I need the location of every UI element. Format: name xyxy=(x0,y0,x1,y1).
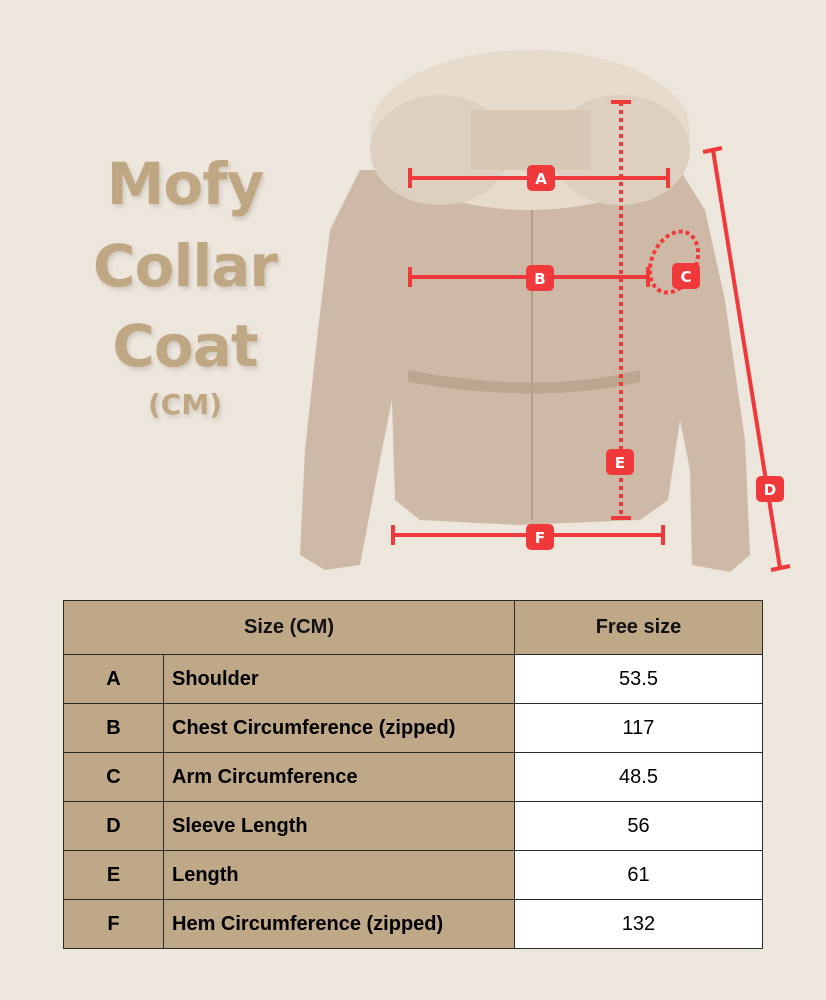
row-value: 48.5 xyxy=(514,752,763,802)
label-a: A xyxy=(535,170,547,188)
label-d: D xyxy=(764,481,776,499)
row-value: 132 xyxy=(514,899,763,949)
size-table: Size (CM) Free size A Shoulder 53.5 B Chest… xyxy=(63,600,763,949)
label-f: F xyxy=(535,529,545,547)
table-row: A Shoulder 53.5 xyxy=(63,654,763,704)
row-key: A xyxy=(63,654,164,704)
title-line-2: Collar xyxy=(93,232,278,300)
row-name: Shoulder xyxy=(163,654,515,704)
row-value: 117 xyxy=(514,703,763,753)
row-value: 61 xyxy=(514,850,763,900)
header-free-size: Free size xyxy=(514,600,763,655)
table-row: F Hem Circumference (zipped) 132 xyxy=(63,899,763,949)
label-c: C xyxy=(680,268,691,286)
row-name: Hem Circumference (zipped) xyxy=(163,899,515,949)
coat-image xyxy=(300,50,750,572)
row-name: Sleeve Length xyxy=(163,801,515,851)
row-key: F xyxy=(63,899,164,949)
title-line-1: Mofy xyxy=(106,150,265,218)
table-row: E Length 61 xyxy=(63,850,763,900)
row-name: Length xyxy=(163,850,515,900)
table-row: D Sleeve Length 56 xyxy=(63,801,763,851)
row-name: Arm Circumference xyxy=(163,752,515,802)
label-e: E xyxy=(615,454,625,472)
row-value: 56 xyxy=(514,801,763,851)
row-key: B xyxy=(63,703,164,753)
title-line-3: Coat xyxy=(112,312,258,380)
header-size: Size (CM) xyxy=(63,600,515,655)
table-header: Size (CM) Free size xyxy=(63,600,763,655)
table-row: B Chest Circumference (zipped) 117 xyxy=(63,703,763,753)
row-key: E xyxy=(63,850,164,900)
row-value: 53.5 xyxy=(514,654,763,704)
table-row: C Arm Circumference 48.5 xyxy=(63,752,763,802)
row-key: D xyxy=(63,801,164,851)
row-key: C xyxy=(63,752,164,802)
label-b: B xyxy=(534,270,545,288)
row-name: Chest Circumference (zipped) xyxy=(163,703,515,753)
coat-illustration: A B C D E F xyxy=(300,50,791,572)
title-unit: (CM) xyxy=(147,388,222,421)
